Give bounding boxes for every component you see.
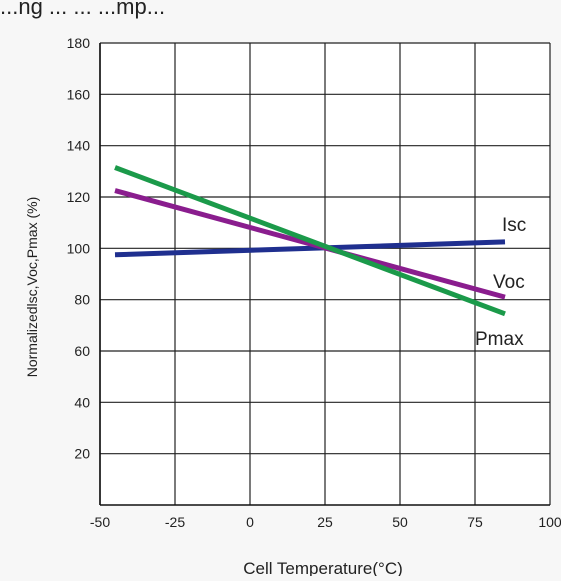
series-lines: [114, 165, 506, 317]
isc-series-line: [114, 239, 506, 258]
isc-annotation-label: Isc: [502, 215, 526, 236]
axes: -50 -25 0 25 50 75 100 20 40 60 80 100 120 140 160 180 C…: [24, 35, 561, 578]
y-tick-label: 120: [67, 189, 91, 205]
y-tick-label: 40: [74, 394, 90, 410]
x-tick-label: 100: [538, 514, 561, 530]
y-tick-label: 140: [67, 138, 91, 154]
grid: [99, 42, 551, 505]
labels: ...ng ... ... ...mp... Isc Voc Pmax: [0, 0, 526, 350]
x-tick-label: 75: [467, 514, 483, 530]
x-tick-label: 50: [392, 514, 408, 530]
pmax-series-line: [114, 165, 506, 317]
y-tick-label: 60: [74, 343, 90, 359]
y-tick-label: 80: [74, 292, 90, 308]
x-tick-label: 0: [246, 514, 254, 530]
chart-title-fragment: ...ng ... ... ...mp...: [0, 0, 165, 19]
y-tick-label: 20: [74, 446, 90, 462]
y-tick-label: 180: [67, 35, 91, 51]
pmax-annotation-label: Pmax: [475, 329, 524, 350]
voc-annotation-label: Voc: [493, 272, 525, 293]
x-tick-label: -50: [90, 514, 110, 530]
y-axis-label: Normalizedlsc,Voc,Pmax (%): [24, 197, 40, 378]
y-tick-label: 160: [67, 86, 91, 102]
y-tick-label: 100: [67, 240, 91, 256]
x-tick-label: 25: [317, 514, 333, 530]
voc-series-line: [114, 188, 506, 300]
x-tick-label: -25: [165, 514, 185, 530]
x-axis-label: Cell Temperature(°C): [243, 559, 403, 576]
